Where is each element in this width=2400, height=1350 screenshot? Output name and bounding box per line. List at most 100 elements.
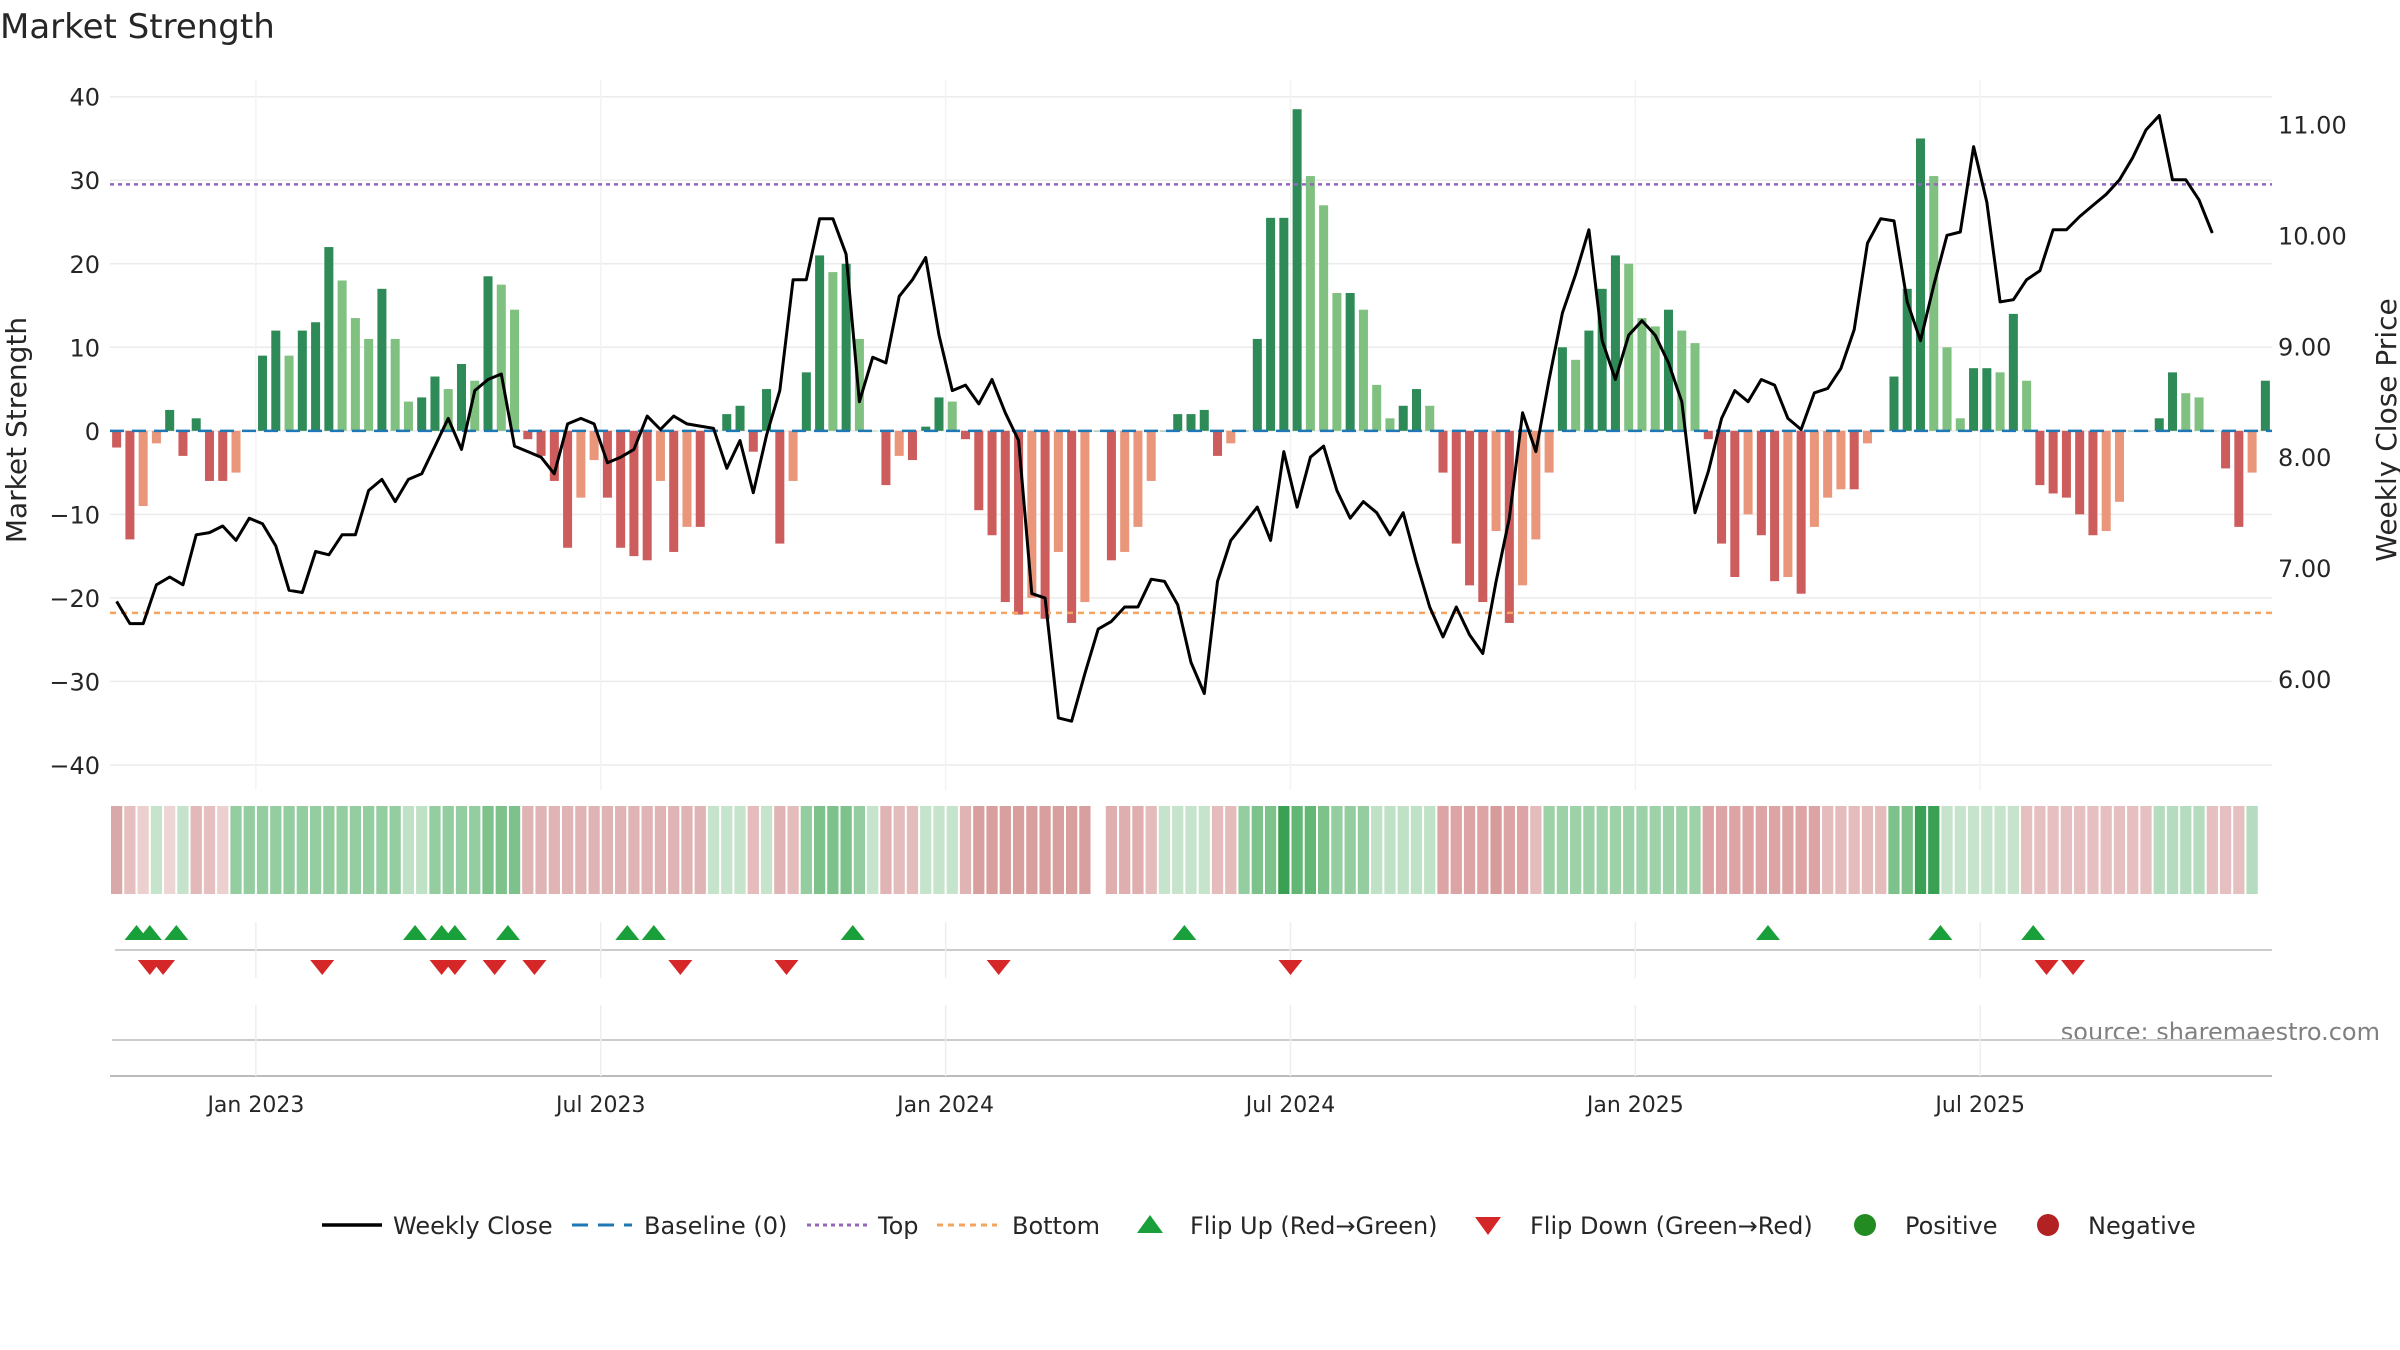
strength-bar bbox=[112, 430, 122, 448]
regime-stripe bbox=[1649, 806, 1661, 894]
strength-bar bbox=[788, 430, 798, 481]
regime-stripe bbox=[800, 806, 812, 894]
strength-bar bbox=[775, 430, 785, 544]
strength-bar bbox=[1531, 430, 1541, 540]
strength-bar bbox=[1451, 430, 1461, 544]
strength-bar bbox=[2048, 430, 2058, 494]
regime-stripe bbox=[986, 806, 998, 894]
legend-item-positive: Positive bbox=[1854, 1212, 1998, 1240]
strength-bar bbox=[2088, 430, 2098, 536]
regime-stripe bbox=[1530, 806, 1542, 894]
flip-down-marker bbox=[774, 960, 799, 975]
strength-bar bbox=[602, 430, 612, 498]
strength-bar bbox=[138, 430, 148, 506]
source-note: source: sharemaestro.com bbox=[2061, 1018, 2380, 1046]
regime-stripe bbox=[323, 806, 335, 894]
regime-stripe bbox=[2100, 806, 2112, 894]
legend-label: Baseline (0) bbox=[644, 1212, 787, 1240]
strength-bar bbox=[1040, 430, 1050, 619]
strength-bar bbox=[1624, 263, 1634, 431]
chart-title: Market Strength bbox=[0, 7, 275, 47]
strength-bar bbox=[669, 430, 679, 552]
strength-bar bbox=[510, 309, 520, 431]
y2-tick-label: 8.00 bbox=[2278, 444, 2331, 472]
strength-bar bbox=[1173, 414, 1183, 431]
regime-stripe bbox=[1092, 806, 1104, 894]
strength-bar bbox=[218, 430, 228, 481]
strength-bar bbox=[1862, 430, 1872, 444]
legend-positive-swatch bbox=[1854, 1214, 1876, 1236]
regime-stripe bbox=[1967, 806, 1980, 894]
y-tick-label: −30 bbox=[49, 668, 100, 696]
strength-bar bbox=[695, 430, 705, 527]
strength-bar bbox=[2168, 372, 2178, 431]
strength-bar bbox=[1743, 430, 1753, 515]
regime-stripe bbox=[1583, 806, 1595, 894]
regime-stripe bbox=[416, 806, 428, 894]
regime-stripe bbox=[1357, 806, 1370, 894]
regime-stripe bbox=[1318, 806, 1330, 894]
flip-down-marker bbox=[2034, 960, 2059, 975]
strength-bar bbox=[430, 376, 440, 431]
strength-bar bbox=[815, 255, 825, 431]
strength-bar bbox=[1465, 430, 1475, 586]
strength-bar bbox=[934, 397, 944, 431]
flip-down-marker bbox=[986, 960, 1011, 975]
strength-bar bbox=[165, 409, 175, 431]
legend-item-top: Top bbox=[807, 1212, 919, 1240]
strength-bar bbox=[1252, 338, 1262, 431]
regime-stripe bbox=[1875, 806, 1887, 894]
regime-stripe bbox=[2180, 806, 2192, 894]
regime-stripe bbox=[309, 806, 322, 894]
legend: Weekly Close Baseline (0) Top Bottom Flip Up… bbox=[322, 1212, 2196, 1240]
regime-stripe bbox=[548, 806, 560, 894]
regime-stripe bbox=[1782, 806, 1794, 894]
regime-stripe bbox=[1371, 806, 1383, 894]
flip-markers bbox=[115, 922, 2272, 978]
regime-stripe bbox=[2193, 806, 2205, 894]
strength-bar bbox=[881, 430, 891, 486]
regime-stripe bbox=[628, 806, 640, 894]
strength-bar bbox=[1372, 384, 1382, 431]
regime-stripe bbox=[270, 806, 282, 894]
strength-bar bbox=[1478, 430, 1488, 603]
strength-bar bbox=[2022, 380, 2032, 431]
strength-bar bbox=[125, 430, 135, 540]
strength-bar bbox=[403, 401, 413, 431]
flip-up-marker bbox=[615, 925, 640, 940]
strength-bar bbox=[1942, 347, 1952, 431]
strength-bar bbox=[297, 330, 307, 431]
regime-stripe bbox=[1158, 806, 1171, 894]
regime-stripe bbox=[363, 806, 375, 894]
regime-stripe bbox=[1543, 806, 1555, 894]
strength-bar bbox=[854, 338, 864, 431]
regime-stripe bbox=[1981, 806, 1993, 894]
regime-stripe bbox=[1039, 806, 1051, 894]
strength-bar bbox=[2154, 418, 2164, 431]
regime-stripe bbox=[853, 806, 866, 894]
strength-bar bbox=[1014, 430, 1024, 615]
strength-bar bbox=[151, 430, 161, 444]
strength-bars bbox=[112, 109, 2270, 623]
strength-bar bbox=[762, 389, 772, 431]
strength-bar bbox=[1969, 368, 1979, 431]
regime-stripe bbox=[1384, 806, 1396, 894]
strength-bar bbox=[1199, 409, 1209, 431]
strength-bar bbox=[456, 364, 467, 431]
regime-stripe bbox=[1516, 806, 1529, 894]
legend-label: Bottom bbox=[1012, 1212, 1100, 1240]
legend-label: Flip Down (Green→Red) bbox=[1530, 1212, 1813, 1240]
regime-stripe bbox=[615, 806, 627, 894]
flip-down-marker bbox=[1278, 960, 1303, 975]
regime-stripe bbox=[1132, 806, 1144, 894]
regime-stripe bbox=[217, 806, 229, 894]
strength-bar bbox=[868, 430, 878, 432]
y-axis-ticks: 40 30 20 10 0 −10 −20 −30 −40 bbox=[49, 84, 100, 780]
reference-lines bbox=[110, 183, 2272, 615]
regime-stripe bbox=[1012, 806, 1025, 894]
strength-bar bbox=[1823, 430, 1833, 498]
regime-stripe bbox=[1026, 806, 1038, 894]
regime-stripe bbox=[880, 806, 892, 894]
gridlines bbox=[110, 80, 2272, 790]
regime-stripe bbox=[827, 806, 839, 894]
